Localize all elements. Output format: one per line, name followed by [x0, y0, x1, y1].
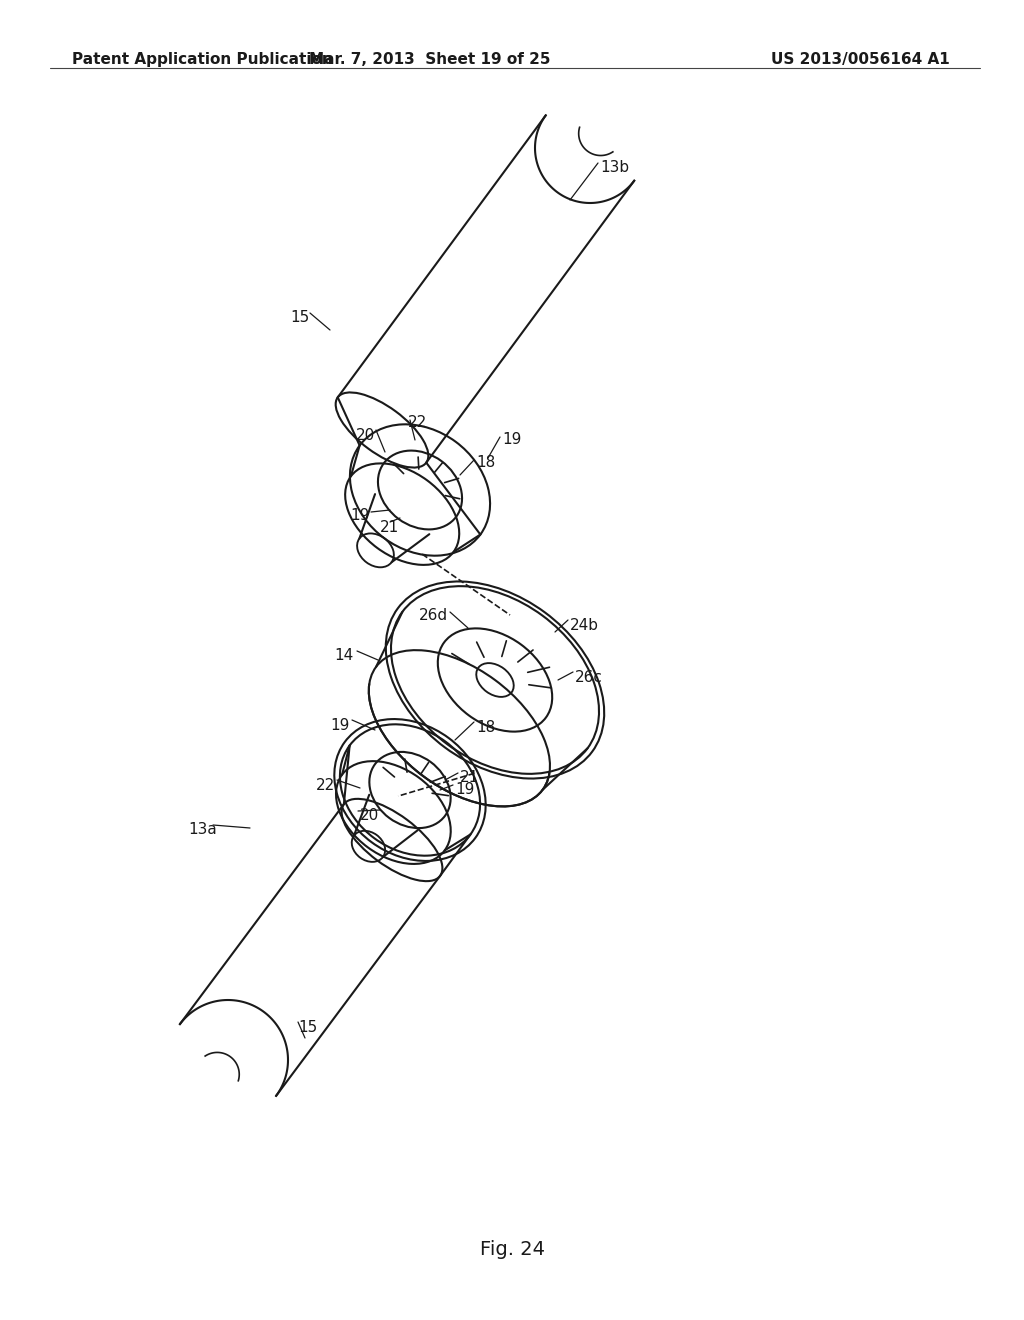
- Text: 24b: 24b: [570, 618, 599, 634]
- Text: 18: 18: [476, 455, 496, 470]
- Text: 19: 19: [331, 718, 350, 733]
- Text: 15: 15: [290, 310, 309, 325]
- Text: 19: 19: [350, 508, 370, 523]
- Text: 22: 22: [315, 777, 335, 793]
- Text: Fig. 24: Fig. 24: [479, 1239, 545, 1259]
- Text: 22: 22: [408, 414, 427, 430]
- Text: 15: 15: [298, 1020, 317, 1035]
- Text: 20: 20: [360, 808, 379, 822]
- Text: US 2013/0056164 A1: US 2013/0056164 A1: [771, 51, 950, 67]
- Text: 21: 21: [380, 520, 399, 535]
- Text: 21: 21: [460, 770, 479, 785]
- Text: 26c: 26c: [575, 671, 603, 685]
- Text: 19: 19: [455, 781, 474, 797]
- Text: Patent Application Publication: Patent Application Publication: [72, 51, 333, 67]
- Text: 18: 18: [476, 719, 496, 735]
- Text: Mar. 7, 2013  Sheet 19 of 25: Mar. 7, 2013 Sheet 19 of 25: [309, 51, 551, 67]
- Text: 20: 20: [355, 428, 375, 444]
- Text: 19: 19: [502, 432, 521, 447]
- Text: 14: 14: [335, 648, 354, 663]
- Text: 13b: 13b: [600, 160, 629, 176]
- Text: 13a: 13a: [188, 822, 217, 837]
- Text: 26d: 26d: [419, 609, 449, 623]
